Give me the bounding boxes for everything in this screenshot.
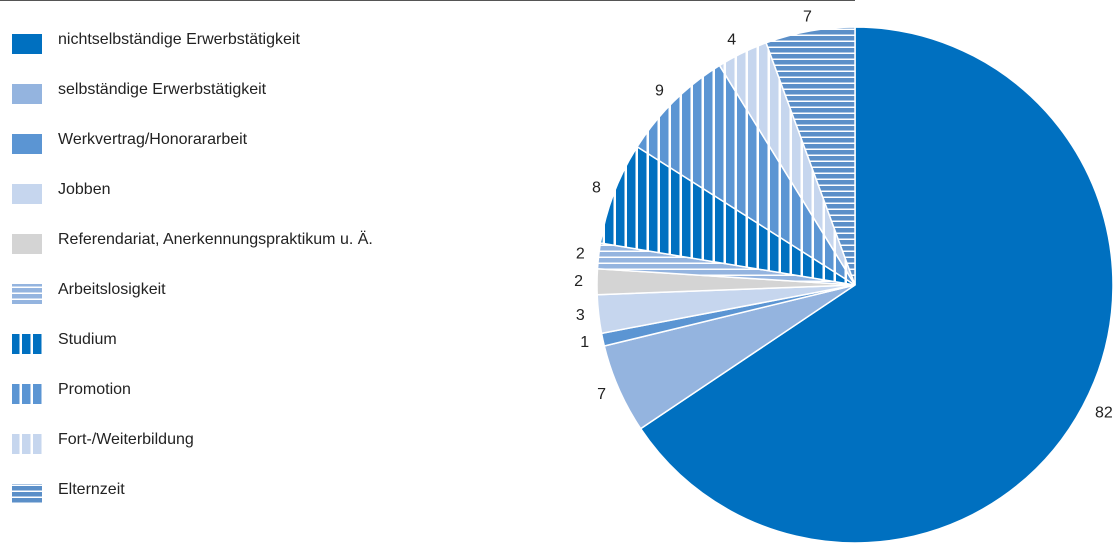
pie-slice [639, 26, 1114, 543]
data-label: 7 [803, 8, 812, 25]
legend-label: Fort-/Weiterbildung [58, 431, 194, 448]
pie-slice [765, 26, 856, 286]
data-label: 3 [576, 307, 585, 324]
data-label: 1 [580, 334, 589, 351]
legend-label: Referendariat, Anerkennungspraktikum u. … [58, 230, 373, 248]
legend-swatch [12, 234, 42, 254]
legend-label: Werkvertrag/Honorararbeit [58, 131, 248, 148]
legend-label: Jobben [58, 181, 111, 198]
legend-label: Promotion [58, 381, 131, 398]
data-label: 9 [655, 83, 664, 100]
data-label: 82 [1095, 404, 1113, 421]
data-label: 2 [574, 273, 583, 290]
legend-swatch [12, 434, 42, 454]
legend-label: nichtselbständige Erwerbstätigkeit [58, 31, 300, 48]
legend-label: Elternzeit [58, 481, 125, 498]
data-label: 2 [576, 246, 585, 263]
pie-slice [636, 64, 856, 286]
legend-label: Studium [58, 331, 117, 348]
legend-swatch [12, 34, 42, 54]
data-label: 7 [597, 386, 606, 403]
data-label: 8 [592, 179, 601, 196]
legend-label: selbständige Erwerbstätigkeit [58, 81, 267, 98]
legend-swatch [12, 134, 42, 154]
legend-swatch [12, 334, 42, 354]
legend-label: Arbeitslosigkeit [58, 281, 166, 298]
legend-swatch [12, 184, 42, 204]
legend-swatch [12, 284, 42, 304]
legend-swatch [12, 84, 42, 104]
data-label: 4 [727, 32, 736, 49]
legend-swatch [12, 384, 42, 404]
legend-swatch [12, 484, 42, 504]
